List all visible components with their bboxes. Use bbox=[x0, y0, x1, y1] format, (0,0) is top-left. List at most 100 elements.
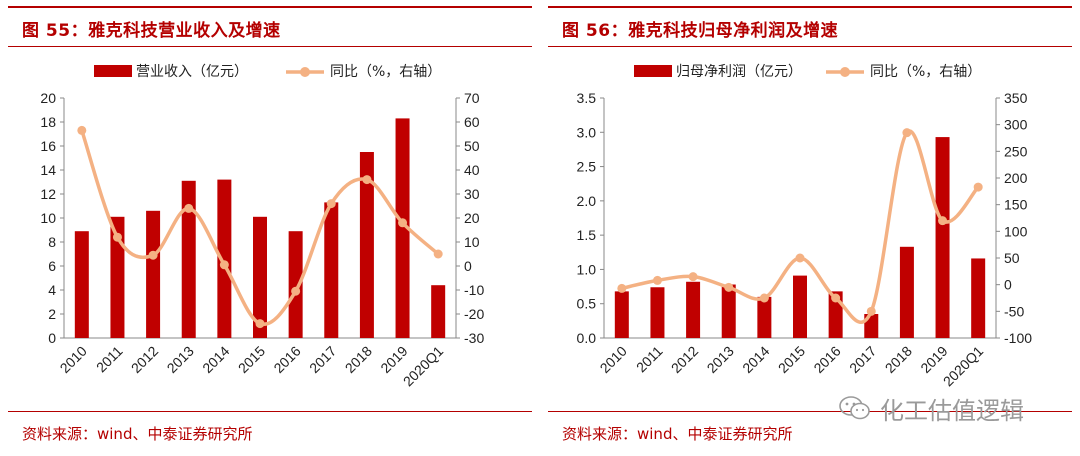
line-point bbox=[617, 283, 627, 293]
line-point bbox=[759, 293, 769, 303]
y-right-tick-label: 60 bbox=[464, 114, 480, 130]
y-right-tick-label: 350 bbox=[1004, 90, 1028, 106]
x-tick-label: 2020Q1 bbox=[940, 343, 987, 390]
figure-panel-net-profit: 图 56：雅克科技归母净利润及增速 0.0 0.5 1.0 1.5 2.0 2.5 3.0 3… bbox=[548, 6, 1072, 452]
line-point bbox=[795, 253, 805, 263]
y-left-tick-label: 3.0 bbox=[577, 124, 597, 140]
y-left-tick-label: 2.0 bbox=[577, 193, 597, 209]
bar bbox=[110, 216, 125, 338]
line-point bbox=[291, 286, 301, 296]
bar bbox=[935, 137, 950, 338]
x-tick-label: 2014 bbox=[739, 343, 772, 376]
x-tick-label: 2016 bbox=[810, 343, 843, 376]
y-right-tick-label: 150 bbox=[1004, 197, 1028, 213]
line-series bbox=[80, 129, 440, 327]
x-tick-label: 2020Q1 bbox=[400, 343, 447, 390]
source-rule bbox=[548, 411, 1072, 412]
bar bbox=[395, 118, 410, 339]
figure-title: 图 56：雅克科技归母净利润及增速 bbox=[562, 21, 839, 41]
revenue-chart: 0 2 4 6 8 10 12 14 16 18 20 -30 -20 -10 0 10 20 30 40 50 60 7… bbox=[40, 64, 484, 390]
y-right-tick-label: 200 bbox=[1004, 170, 1028, 186]
y-left-tick-label: 3.5 bbox=[577, 90, 597, 106]
source-note: 资料来源：wind、中泰证券研究所 bbox=[562, 425, 793, 443]
bar bbox=[74, 231, 89, 338]
line-point bbox=[326, 199, 336, 209]
y-left-tick-label: 0.0 bbox=[577, 330, 597, 346]
y-left-tick-label: 0 bbox=[48, 330, 56, 346]
y-left-tick-label: 0.5 bbox=[577, 296, 597, 312]
x-tick-label: 2017 bbox=[306, 343, 339, 376]
y-left-tick-label: 10 bbox=[40, 210, 56, 226]
x-tick-label: 2012 bbox=[668, 343, 701, 376]
y-left-tick-label: 14 bbox=[40, 162, 56, 178]
bar bbox=[614, 291, 629, 338]
bar bbox=[793, 275, 807, 338]
title-rule bbox=[548, 46, 1072, 47]
line-point bbox=[902, 128, 912, 138]
legend-line-label: 同比（%，右轴） bbox=[870, 64, 981, 80]
line-point bbox=[973, 182, 983, 192]
line-point bbox=[938, 216, 948, 226]
x-tick-label: 2018 bbox=[882, 343, 915, 376]
legend-bar-swatch bbox=[94, 65, 132, 77]
bar bbox=[899, 246, 914, 338]
y-right-tick-label: -10 bbox=[464, 282, 484, 298]
y-right-tick-label: 50 bbox=[1004, 250, 1020, 266]
y-right-tick-label: 250 bbox=[1004, 143, 1028, 159]
title-rule bbox=[8, 46, 532, 47]
legend-line-label: 同比（%，右轴） bbox=[330, 64, 441, 80]
y-right-tick-label: 0 bbox=[464, 258, 472, 274]
y-right-tick-label: -30 bbox=[464, 330, 484, 346]
bar bbox=[757, 296, 772, 338]
legend-line-marker bbox=[300, 67, 310, 77]
line-point bbox=[255, 319, 265, 329]
y-left-tick-label: 20 bbox=[40, 90, 56, 106]
source-note: 资料来源：wind、中泰证券研究所 bbox=[22, 425, 253, 443]
y-right-tick-label: 100 bbox=[1004, 223, 1028, 239]
figure-panel-revenue: 图 55：雅克科技营业收入及增速 0 2 4 6 8 10 12 14 16 18 20 -30 -20… bbox=[8, 6, 532, 452]
y-right-tick-label: 40 bbox=[464, 162, 480, 178]
legend-bar-label: 归母净利润（亿元） bbox=[676, 63, 802, 80]
bar bbox=[686, 281, 701, 338]
bar bbox=[217, 179, 232, 338]
x-tick-label: 2010 bbox=[597, 343, 630, 376]
x-tick-label: 2011 bbox=[633, 343, 666, 376]
y-right-tick-label: 10 bbox=[464, 234, 480, 250]
legend-bar-label: 营业收入（亿元） bbox=[136, 64, 248, 80]
panel-top-rule bbox=[548, 6, 1072, 8]
bar bbox=[181, 180, 196, 338]
bar bbox=[431, 285, 446, 338]
y-left-tick-label: 2.5 bbox=[577, 159, 597, 175]
y-left-tick-label: 1.0 bbox=[577, 261, 597, 277]
bar bbox=[650, 287, 665, 338]
y-right-tick-label: 70 bbox=[464, 90, 480, 106]
bar bbox=[359, 152, 374, 338]
y-left-tick-label: 6 bbox=[48, 258, 56, 274]
line-point bbox=[866, 306, 876, 316]
y-left-tick-label: 12 bbox=[40, 186, 56, 202]
wechat-icon bbox=[839, 396, 870, 420]
y-left-tick-label: 4 bbox=[48, 282, 56, 298]
x-tick-label: 2014 bbox=[199, 343, 232, 376]
figure-title: 图 55：雅克科技营业收入及增速 bbox=[22, 21, 281, 41]
line-point bbox=[433, 249, 443, 259]
line-point bbox=[724, 282, 734, 292]
y-right-tick-label: -20 bbox=[464, 306, 484, 322]
x-tick-label: 2016 bbox=[270, 343, 303, 376]
y-left-tick-label: 8 bbox=[48, 234, 56, 250]
x-tick-label: 2013 bbox=[164, 343, 197, 376]
y-right-tick-label: 30 bbox=[464, 186, 480, 202]
watermark: 化工估值逻辑 bbox=[838, 392, 1024, 425]
legend-bar-swatch bbox=[634, 65, 672, 77]
line-point bbox=[112, 232, 122, 242]
bar bbox=[971, 258, 986, 338]
line-point bbox=[362, 175, 372, 185]
line-point bbox=[688, 272, 698, 282]
line-point bbox=[148, 250, 158, 260]
x-tick-label: 2011 bbox=[93, 343, 126, 376]
legend-line-marker bbox=[840, 67, 850, 77]
y-right-tick-label: 50 bbox=[464, 138, 480, 154]
panel-top-rule bbox=[8, 6, 532, 8]
bar bbox=[288, 231, 303, 338]
watermark-text: 化工估值逻辑 bbox=[880, 396, 1024, 425]
